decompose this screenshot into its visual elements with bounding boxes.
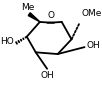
- Text: OH: OH: [86, 41, 100, 50]
- Text: OH: OH: [40, 71, 54, 80]
- Polygon shape: [28, 13, 40, 22]
- Text: Me: Me: [21, 3, 34, 12]
- Text: HO: HO: [0, 37, 14, 46]
- Text: O: O: [48, 11, 55, 20]
- Text: OMe: OMe: [81, 9, 102, 18]
